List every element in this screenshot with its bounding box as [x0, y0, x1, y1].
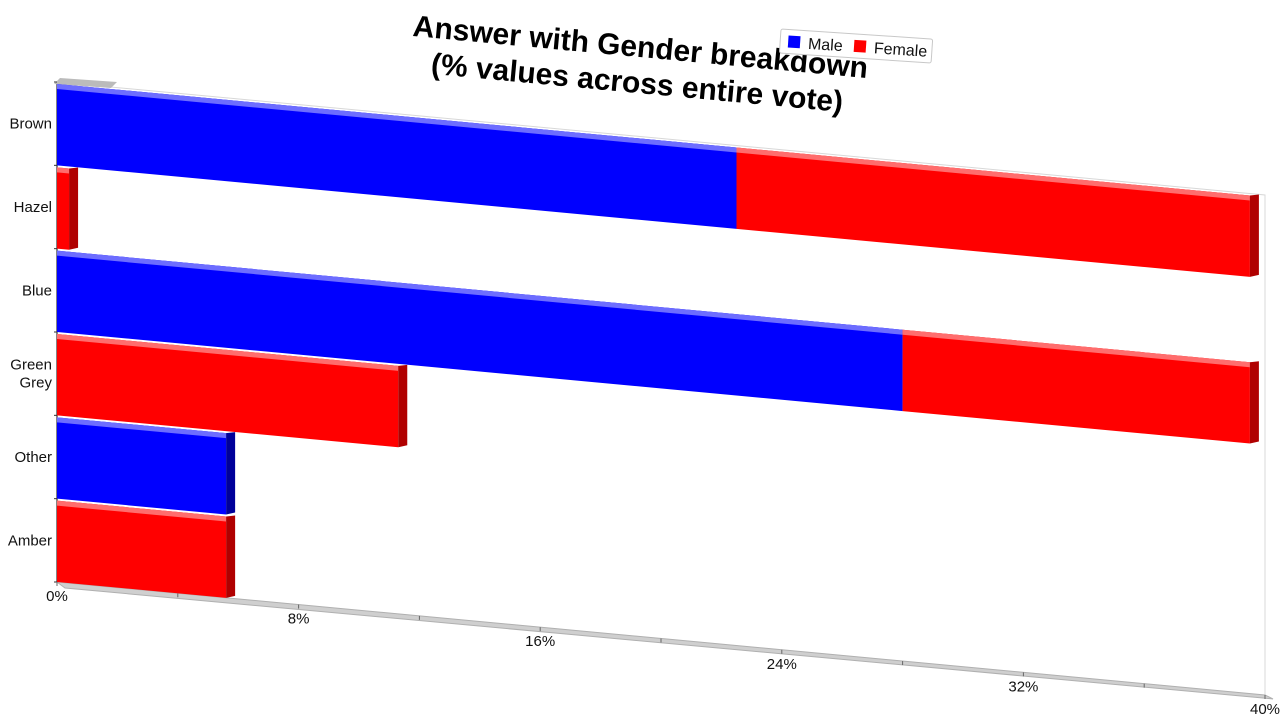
- x-tick-label-8: 8%: [288, 611, 310, 628]
- category-label-brown: Brown: [9, 116, 52, 133]
- bar-blue-male-front: [57, 250, 903, 412]
- bar-blue-male: [57, 250, 912, 412]
- chart-title: Answer with Gender breakdown(% values ac…: [408, 10, 869, 121]
- category-label-amber: Amber: [8, 532, 52, 549]
- bar-brown-female: [736, 147, 1259, 277]
- legend-swatch-male: [787, 35, 801, 49]
- x-axis-floor: [55, 581, 1274, 700]
- legend-box: Male Female: [779, 28, 934, 64]
- x-tick-label-40: 40%: [1250, 701, 1280, 718]
- bar-blue-female-side: [1249, 361, 1259, 444]
- bar-amber-female-side: [226, 515, 236, 598]
- bar-other-male-front: [57, 417, 227, 515]
- legend-label-female: Female: [873, 40, 927, 61]
- bar-hazel-female: [57, 167, 79, 250]
- x-tick-label-24: 24%: [767, 656, 797, 673]
- bar-other-male-side: [226, 432, 236, 515]
- x-tick-labels: 0% 8% 16% 24% 32% 40%: [46, 588, 1280, 718]
- bar-blue-female-top-strip: [902, 329, 1250, 368]
- bar-amber-female-top-strip: [57, 500, 227, 522]
- bar-other-male-top-strip: [57, 417, 227, 439]
- legend-label-male: Male: [807, 36, 843, 55]
- category-labels: Brown Hazel Blue Green Grey Other Amber: [8, 116, 53, 550]
- category-label-hazel: Hazel: [14, 199, 52, 216]
- bars: [57, 84, 1259, 598]
- bar-other-male: [57, 417, 236, 515]
- bar-brown-male-front: [57, 84, 737, 229]
- bar-hazel-female-front: [57, 167, 70, 250]
- bar-amber-female-front: [57, 500, 227, 598]
- bar-green-grey-female-top-strip: [57, 334, 399, 371]
- bar-blue-female: [902, 329, 1259, 444]
- x-tick-label-16: 16%: [525, 633, 555, 650]
- legend-item-male: Male: [787, 35, 843, 55]
- bar-brown-male-top-strip: [57, 84, 737, 153]
- x-tick-label-0: 0%: [46, 588, 68, 605]
- legend: Male Female: [779, 28, 934, 64]
- bar-brown-female-side: [1249, 194, 1259, 277]
- bar-green-grey-female: [57, 334, 408, 448]
- chart-floor: [55, 81, 1274, 700]
- bar-hazel-female-top-strip: [57, 167, 70, 174]
- y-axis-top-cap: [54, 78, 117, 88]
- category-label-blue: Blue: [22, 282, 52, 299]
- bar-brown-female-front: [736, 147, 1250, 277]
- bar-brown-male: [57, 84, 746, 229]
- chart-title-text: Answer with Gender breakdown(% values ac…: [408, 10, 869, 121]
- x-tick-label-32: 32%: [1008, 678, 1038, 695]
- legend-item-female: Female: [853, 39, 928, 61]
- bar-green-grey-female-side: [398, 364, 408, 448]
- bar-brown-female-top-strip: [736, 147, 1250, 201]
- legend-swatch-female: [853, 39, 867, 53]
- plot-frame: [56, 81, 1266, 695]
- category-label-green-grey: Green Grey: [10, 357, 52, 392]
- bar-blue-male-top-strip: [57, 250, 903, 335]
- category-label-other: Other: [14, 449, 52, 466]
- bar-hazel-female-side: [69, 167, 79, 250]
- bar-amber-female: [57, 500, 236, 598]
